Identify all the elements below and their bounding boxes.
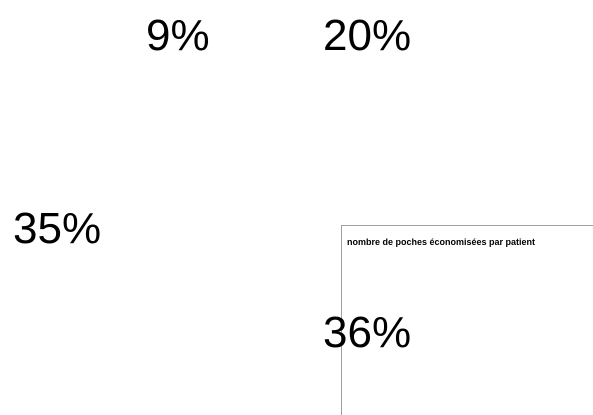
pie-slice-label: 36% [323,308,412,357]
inset-chart-title: nombre de poches économisées par patient [347,237,536,247]
pie-slice-label: 20% [323,11,412,60]
pie-slice-label: 9% [146,11,210,60]
inset-chart-frame: nombre de poches économisées par patient [341,225,593,415]
pie-slice-label: 35% [13,204,102,253]
